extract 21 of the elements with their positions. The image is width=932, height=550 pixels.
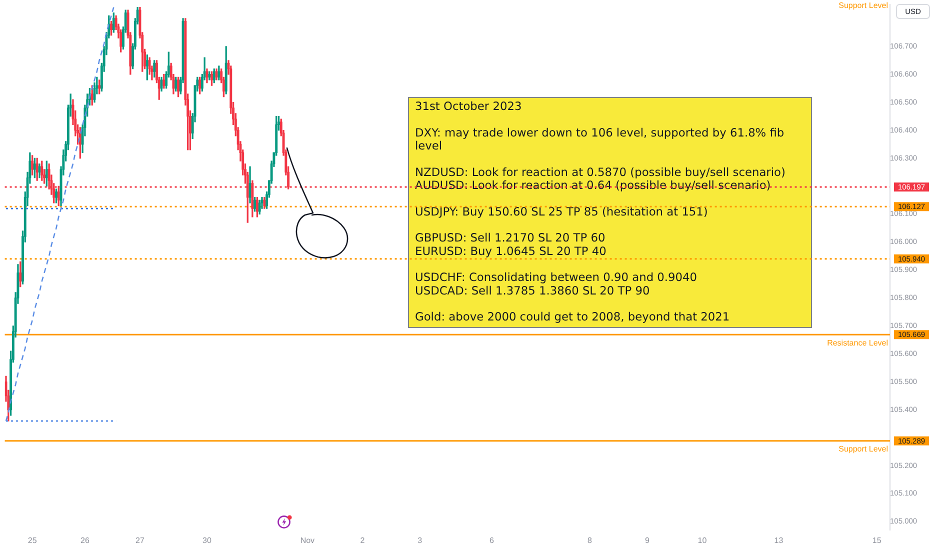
candlestick bbox=[55, 188, 58, 204]
annotation: Resistance Level bbox=[827, 338, 888, 348]
x-tick-label: 26 bbox=[80, 536, 90, 546]
x-tick-label: 13 bbox=[774, 536, 784, 546]
x-tick-label: 27 bbox=[136, 536, 145, 546]
x-tick-label: 15 bbox=[872, 536, 882, 546]
x-tick-label: Nov bbox=[300, 536, 315, 546]
candlestick bbox=[177, 76, 180, 98]
x-tick-label: 9 bbox=[644, 536, 650, 546]
x-tick-label: 8 bbox=[588, 536, 593, 546]
x-tick-label: 25 bbox=[28, 536, 38, 546]
x-tick-label: 2 bbox=[360, 536, 366, 546]
candlestick bbox=[110, 20, 112, 36]
line-series bbox=[5, 6, 114, 422]
x-tick-label: 10 bbox=[698, 536, 708, 546]
x-tick-label: 30 bbox=[202, 536, 212, 546]
x-tick-label: 3 bbox=[418, 536, 423, 546]
candlestick bbox=[210, 71, 213, 86]
annotation: Support Level bbox=[838, 1, 888, 10]
x-tick-label: 6 bbox=[489, 536, 494, 546]
annotation: Support Level bbox=[838, 444, 888, 454]
